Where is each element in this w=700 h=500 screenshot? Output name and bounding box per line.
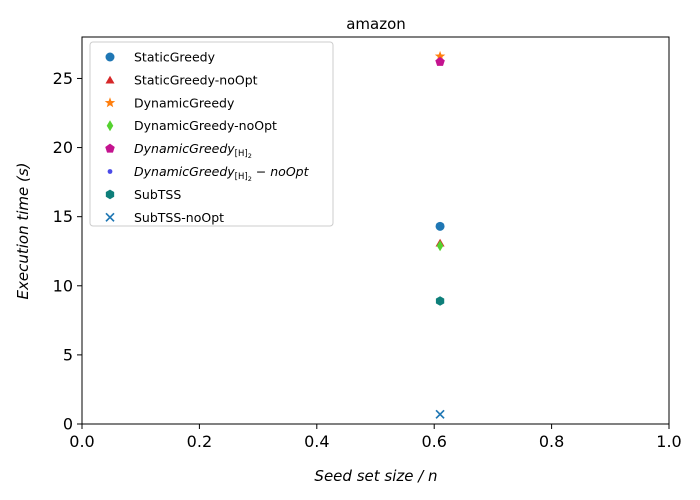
legend-marker — [105, 189, 115, 200]
x-axis-label: Seed set size / n — [314, 467, 437, 485]
legend-label: DynamicGreedy[H]2 — [134, 141, 252, 160]
x-tick-label: 0.4 — [304, 432, 329, 451]
legend-label: StaticGreedy — [134, 50, 216, 65]
legend-box — [89, 41, 334, 227]
data-point — [435, 221, 445, 231]
legend-label: DynamicGreedy[H]2 − noOpt — [134, 164, 310, 183]
legend: StaticGreedy StaticGreedy-noOpt DynamicGre… — [89, 41, 334, 227]
data-point — [434, 50, 446, 61]
chart-title: amazon — [346, 15, 406, 33]
data-point — [435, 409, 445, 419]
y-tick-label: 20 — [53, 138, 73, 157]
y-axis: 0 5 10 15 20 25 — [53, 69, 82, 434]
x-tick-label: 0.2 — [187, 432, 212, 451]
data-point — [435, 296, 445, 306]
x-axis: 0.0 0.2 0.4 0.6 0.8 1.0 — [69, 424, 682, 451]
legend-marker — [107, 169, 113, 174]
y-tick-label: 10 — [53, 276, 73, 295]
legend-label: SubTSS — [134, 187, 181, 202]
legend-marker — [105, 212, 115, 222]
y-axis-label: Execution time (s) — [14, 162, 32, 299]
y-tick-label: 0 — [63, 415, 73, 434]
legend-marker — [105, 75, 115, 84]
legend-label: SubTSS-noOpt — [134, 210, 224, 225]
legend-label: DynamicGreedy-noOpt — [134, 118, 277, 133]
legend-label: StaticGreedy-noOpt — [134, 72, 258, 87]
y-tick-label: 25 — [53, 69, 73, 88]
y-tick-label: 15 — [53, 207, 73, 226]
x-tick-label: 0.8 — [539, 432, 564, 451]
legend-marker — [104, 97, 116, 108]
x-tick-label: 1.0 — [656, 432, 681, 451]
legend-marker — [105, 143, 115, 153]
legend-label: DynamicGreedy — [134, 95, 235, 110]
y-tick-label: 5 — [63, 345, 73, 364]
x-tick-label: 0.6 — [421, 432, 446, 451]
legend-marker — [106, 120, 114, 132]
data-points — [434, 50, 446, 419]
x-tick-label: 0.0 — [69, 432, 94, 451]
legend-marker — [105, 52, 115, 62]
data-point — [436, 240, 444, 252]
data-point — [435, 56, 445, 66]
